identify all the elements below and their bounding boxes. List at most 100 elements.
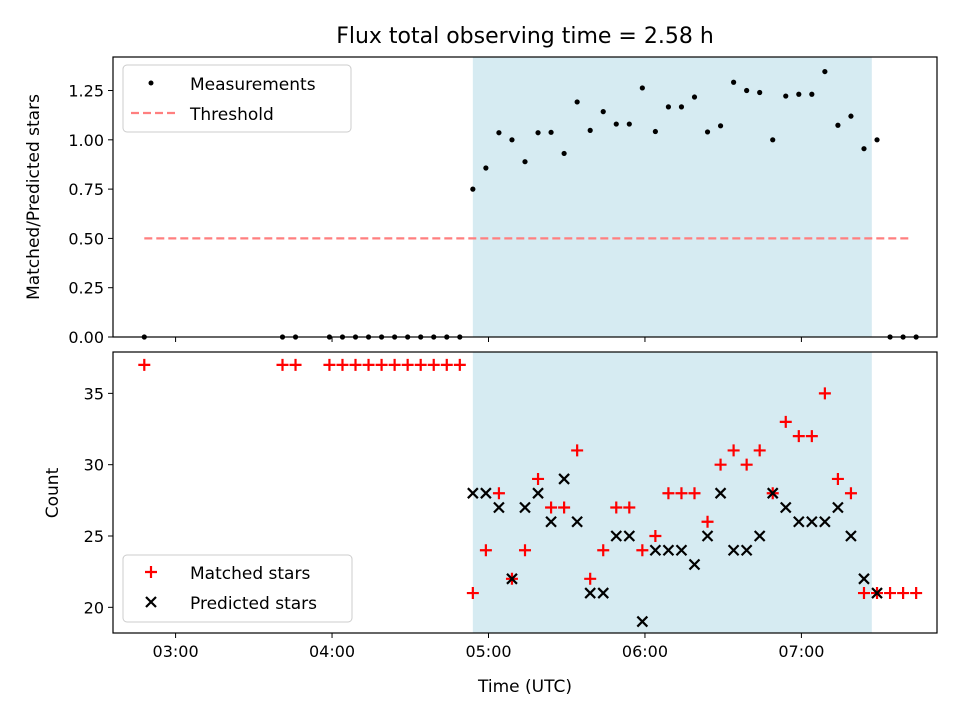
x-tick-label: 06:00: [622, 642, 668, 661]
top-y-tick-label: 1.00: [68, 131, 104, 150]
matched-star-point: [610, 501, 623, 514]
predicted-star-point: [832, 501, 844, 514]
matched-star-point: [276, 358, 289, 371]
matched-star-point: [375, 358, 388, 371]
bottom-panel: 03:00 04:00 05:00 06:00 07:00 20 25 30 35: [84, 351, 938, 661]
matched-star-point: [818, 387, 831, 400]
matched-star-point: [427, 358, 440, 371]
legend-predicted-marker: [145, 596, 157, 608]
predicted-star-point: [662, 544, 675, 557]
predicted-star-point: [779, 501, 792, 514]
measurement-point: [483, 165, 489, 171]
predicted-star-point: [714, 487, 727, 499]
measurement-point: [861, 146, 867, 152]
matched-star-point: [779, 415, 792, 428]
bottom-legend: Matched stars Predicted stars: [122, 554, 353, 623]
legend-measurements-label: Measurements: [190, 75, 316, 95]
predicted-star-point: [675, 544, 688, 557]
matched-star-point: [753, 444, 766, 457]
matched-star-point: [884, 587, 897, 600]
measurement-point: [848, 113, 854, 119]
predicted-star-point: [636, 615, 649, 628]
chart-title: Flux total observing time = 2.58 h: [336, 24, 714, 49]
matched-star-point: [532, 472, 545, 485]
matched-star-point: [414, 358, 427, 371]
predicted-star-point: [845, 530, 857, 542]
predicted-star-point: [532, 487, 544, 499]
top-y-tick-label: 0.75: [68, 180, 104, 199]
matched-star-point: [844, 487, 857, 500]
matched-star-point: [897, 587, 910, 600]
matched-star-point: [362, 358, 375, 371]
predicted-star-point: [858, 573, 870, 585]
measurement-point: [783, 93, 789, 99]
predicted-star-point: [819, 515, 831, 528]
measurement-point: [574, 99, 580, 105]
measurement-point: [587, 127, 593, 133]
bottom-y-tick-label: 25: [84, 527, 104, 546]
top-axes-frame: [112, 56, 938, 338]
x-axis-label: Time (UTC): [477, 677, 572, 697]
matched-star-point: [466, 587, 479, 600]
matched-star-point: [597, 544, 610, 557]
predicted-star-point: [597, 587, 610, 599]
matched-star-point: [675, 487, 688, 500]
matched-star-point: [740, 458, 753, 471]
measurement-point: [731, 79, 737, 85]
legend-matched-marker: [145, 566, 157, 578]
predicted-star-point: [506, 573, 518, 585]
predicted-star-point: [545, 515, 557, 528]
matched-star-point: [289, 358, 302, 371]
measurement-point: [665, 104, 672, 110]
measurement-point: [626, 121, 632, 127]
matched-star-point: [440, 358, 453, 371]
x-tick-label: 07:00: [778, 642, 824, 661]
predicted-star-point: [519, 501, 531, 514]
top-panel: 0.00 0.25 0.50 0.75 1.00 1.25: [68, 56, 938, 347]
matched-star-point: [323, 358, 336, 371]
measurement-point: [652, 128, 658, 135]
measurement-point: [470, 186, 476, 192]
predicted-star-point: [753, 530, 766, 542]
measurement-point: [522, 159, 528, 165]
matched-star-point: [519, 544, 531, 557]
matched-star-point: [857, 587, 870, 600]
measurement-point: [835, 122, 841, 128]
matched-star-point: [401, 358, 414, 371]
legend-measurements-marker: [148, 80, 154, 86]
predicted-star-point: [740, 544, 753, 557]
top-legend: Measurements Threshold: [122, 64, 352, 133]
predicted-star-point: [480, 487, 492, 499]
matched-star-point: [910, 587, 923, 600]
matched-star-point: [688, 487, 701, 500]
measurement-point: [496, 130, 502, 136]
bottom-y-axis-label: Count: [43, 467, 63, 518]
measurement-point: [509, 137, 515, 143]
matched-star-point: [545, 501, 558, 514]
predicted-star-point: [623, 530, 636, 542]
matched-star-point: [138, 358, 151, 371]
measurement-point: [744, 87, 750, 94]
measurement-point: [822, 68, 828, 75]
predicted-star-point: [701, 530, 714, 542]
measurement-point: [704, 129, 711, 135]
measurement-point: [770, 137, 776, 143]
matched-star-point: [584, 572, 597, 585]
predicted-star-point: [584, 587, 596, 599]
measurement-point: [548, 129, 554, 135]
x-tick-label: 05:00: [465, 642, 511, 661]
measurement-point: [639, 85, 645, 91]
matched-star-point: [623, 501, 636, 514]
bottom-y-tick-label: 30: [84, 456, 104, 475]
measurement-point: [757, 89, 763, 96]
matched-star-point: [349, 358, 362, 371]
predicted-star-point: [766, 487, 779, 499]
measurement-point: [535, 130, 541, 136]
predicted-star-point: [610, 530, 623, 542]
top-legend-box: [122, 64, 352, 133]
matched-star-point: [571, 444, 584, 457]
matched-star-point: [453, 358, 466, 371]
legend-predicted-label: Predicted stars: [190, 594, 317, 614]
measurement-point: [613, 121, 619, 127]
predicted-star-point: [467, 487, 479, 499]
